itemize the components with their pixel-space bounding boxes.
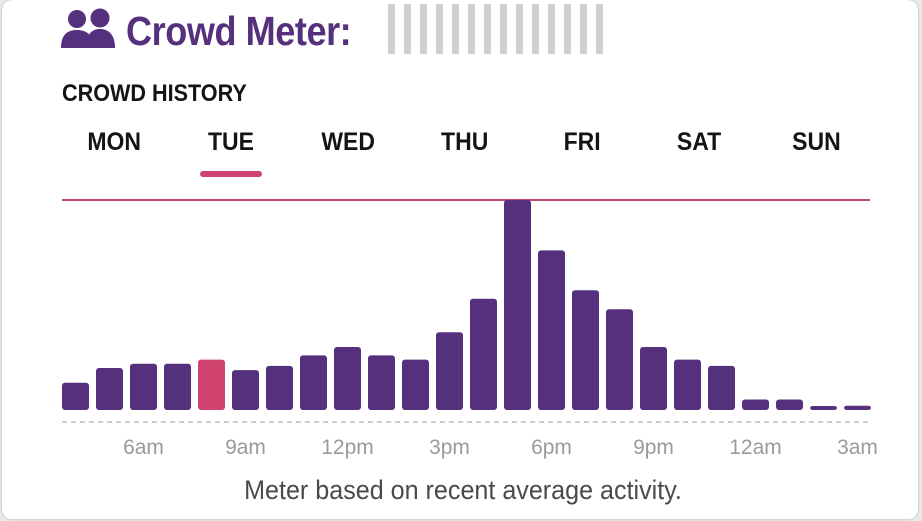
tab-label: SAT xyxy=(676,128,722,156)
meter-segment xyxy=(564,4,571,54)
meter-segment xyxy=(404,4,411,54)
tab-mon[interactable]: MON xyxy=(54,128,174,178)
chart-bar xyxy=(640,347,667,410)
chart-bar xyxy=(606,309,633,410)
section-title: CROWD HISTORY xyxy=(62,80,247,107)
chart-bar xyxy=(368,355,395,410)
tab-fri[interactable]: FRI xyxy=(522,128,642,178)
chart-bar xyxy=(572,290,599,410)
chart-bar xyxy=(470,298,497,410)
chart-bar xyxy=(504,200,531,410)
chart-bar xyxy=(776,399,803,410)
x-tick-label: 6am xyxy=(123,436,164,459)
chart-bar xyxy=(130,363,157,410)
tab-label: FRI xyxy=(563,128,601,156)
chart-bar xyxy=(742,399,769,410)
chart-bar xyxy=(334,347,361,410)
chart-bar xyxy=(232,370,259,410)
tab-label: MON xyxy=(87,128,141,156)
x-tick-label: 3am xyxy=(837,436,878,459)
page-title: Crowd Meter: xyxy=(126,7,352,54)
chart-bar xyxy=(300,355,327,410)
chart-bar xyxy=(164,363,191,410)
meter-segment xyxy=(500,4,507,54)
meter-segment xyxy=(596,4,603,54)
x-tick-label: 9pm xyxy=(633,436,674,459)
meter-segment xyxy=(580,4,587,54)
chart-bar xyxy=(436,332,463,410)
chart-bar xyxy=(674,359,701,410)
chart-bar xyxy=(266,365,293,410)
meter-segment xyxy=(468,4,475,54)
chart-bar xyxy=(538,250,565,410)
tab-sat[interactable]: SAT xyxy=(639,128,759,178)
x-tick-label: 3pm xyxy=(429,436,470,459)
x-tick-label: 9am xyxy=(225,436,266,459)
meter-segment xyxy=(388,4,395,54)
chart-bar xyxy=(402,359,429,410)
meter-segment xyxy=(516,4,523,54)
tab-label: SUN xyxy=(791,128,841,156)
crowd-meter-gauge xyxy=(388,4,724,54)
meter-segment xyxy=(452,4,459,54)
tab-label: TUE xyxy=(208,128,254,156)
meter-segment xyxy=(420,4,427,54)
chart-bar xyxy=(708,365,735,410)
selected-tab-indicator xyxy=(200,171,262,177)
caption: Meter based on recent average activity. xyxy=(244,475,682,505)
tab-thu[interactable]: THU xyxy=(405,128,525,178)
chart-bar xyxy=(198,359,225,410)
chart-bar xyxy=(844,405,871,410)
x-tick-label: 12am xyxy=(729,436,782,459)
crowd-history-chart: 6am 9am 12pm 3pm 6pm 9pm 12am 3am xyxy=(62,199,878,459)
x-tick-label: 6pm xyxy=(531,436,572,459)
chart-bar xyxy=(96,368,123,410)
people-icon xyxy=(61,8,115,48)
chart-bar xyxy=(62,382,89,410)
day-tabs: MON TUE WED THU FRI SAT SUN xyxy=(55,128,875,180)
x-tick-label: 12pm xyxy=(321,436,374,459)
header: Crowd Meter: xyxy=(60,4,408,58)
tab-label: WED xyxy=(321,128,375,156)
meter-segment xyxy=(436,4,443,54)
tab-wed[interactable]: WED xyxy=(288,128,408,178)
meter-segment xyxy=(484,4,491,54)
chart-bar xyxy=(810,406,837,410)
meter-segment xyxy=(548,4,555,54)
meter-segment xyxy=(532,4,539,54)
tab-label: THU xyxy=(441,128,489,156)
tab-sun[interactable]: SUN xyxy=(756,128,876,178)
tab-tue[interactable]: TUE xyxy=(171,128,291,178)
